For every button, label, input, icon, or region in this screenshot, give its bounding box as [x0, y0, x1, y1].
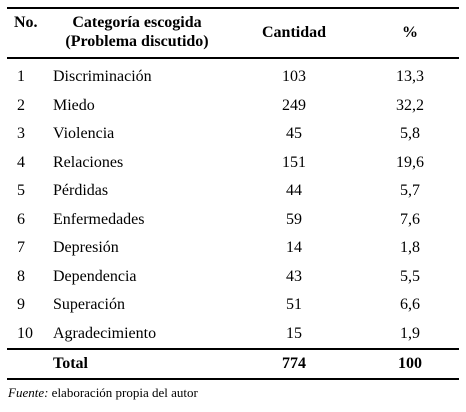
source-note: Fuente: elaboración propia del autor [8, 385, 198, 401]
row-no: 4 [17, 153, 25, 171]
row-category: Relaciones [53, 153, 124, 171]
row-percent: 32,2 [396, 96, 424, 114]
header-percent: % [402, 24, 418, 41]
total-percent: 100 [398, 355, 422, 372]
row-category: Superación [53, 296, 125, 314]
row-category: Violencia [53, 125, 115, 143]
row-quantity: 51 [286, 296, 302, 314]
row-percent: 6,6 [400, 296, 420, 314]
row-no: 2 [17, 96, 25, 114]
row-quantity: 151 [282, 153, 306, 171]
table-row: 2 Miedo 249 32,2 [7, 92, 459, 121]
source-text: elaboración propia del autor [48, 385, 198, 400]
category-table: No. Categoría escogida (Problema discuti… [7, 7, 459, 380]
table-row: 7 Depresión 14 1,8 [7, 234, 459, 263]
source-label: Fuente: [8, 385, 49, 400]
row-quantity: 59 [286, 210, 302, 228]
row-no: 1 [17, 68, 25, 86]
row-percent: 1,8 [400, 239, 420, 257]
table-row: 9 Superación 51 6,6 [7, 291, 459, 320]
table-row: 8 Dependencia 43 5,5 [7, 263, 459, 292]
row-category: Discriminación [53, 68, 152, 86]
row-quantity: 249 [282, 96, 306, 114]
row-percent: 5,8 [400, 125, 420, 143]
row-percent: 5,5 [400, 267, 420, 285]
row-no: 3 [17, 125, 25, 143]
row-quantity: 103 [282, 68, 306, 86]
header-category: Categoría escogida (Problema discutido) [47, 8, 227, 58]
table-row: 5 Pérdidas 44 5,7 [7, 177, 459, 206]
row-quantity: 14 [286, 239, 302, 257]
table-row: 10 Agradecimiento 15 1,9 [7, 320, 459, 350]
row-no: 8 [17, 267, 25, 285]
row-percent: 5,7 [400, 182, 420, 200]
row-category: Depresión [53, 239, 119, 257]
row-percent: 7,6 [400, 210, 420, 228]
header-category-line1: Categoría escogida [72, 14, 202, 31]
row-quantity: 44 [286, 182, 302, 200]
row-percent: 1,9 [400, 324, 420, 342]
row-quantity: 45 [286, 125, 302, 143]
table-row: 4 Relaciones 151 19,6 [7, 149, 459, 178]
total-row: Total 774 100 [7, 349, 459, 379]
row-percent: 19,6 [396, 153, 424, 171]
row-no: 5 [17, 182, 25, 200]
row-no: 7 [17, 239, 25, 257]
header-quantity: Cantidad [261, 24, 327, 41]
table-header-row: No. Categoría escogida (Problema discuti… [7, 8, 459, 58]
table-row: 6 Enfermedades 59 7,6 [7, 206, 459, 235]
row-category: Dependencia [53, 267, 137, 285]
row-category: Miedo [53, 96, 95, 114]
data-table-container: No. Categoría escogida (Problema discuti… [7, 7, 459, 380]
row-percent: 13,3 [396, 68, 424, 86]
row-category: Enfermedades [53, 210, 145, 228]
row-no: 9 [17, 296, 25, 314]
header-category-line2: (Problema discutido) [65, 33, 209, 50]
total-label: Total [53, 355, 88, 372]
row-quantity: 15 [286, 324, 302, 342]
row-quantity: 43 [286, 267, 302, 285]
row-category: Pérdidas [53, 182, 109, 200]
total-quantity: 774 [282, 355, 306, 372]
total-no-cell [7, 349, 47, 379]
table-row: 3 Violencia 45 5,8 [7, 120, 459, 149]
header-no: No. [14, 14, 38, 31]
row-no: 10 [17, 324, 33, 342]
row-no: 6 [17, 210, 25, 228]
row-category: Agradecimiento [53, 324, 157, 342]
table-row: 1 Discriminación 103 13,3 [7, 58, 459, 92]
